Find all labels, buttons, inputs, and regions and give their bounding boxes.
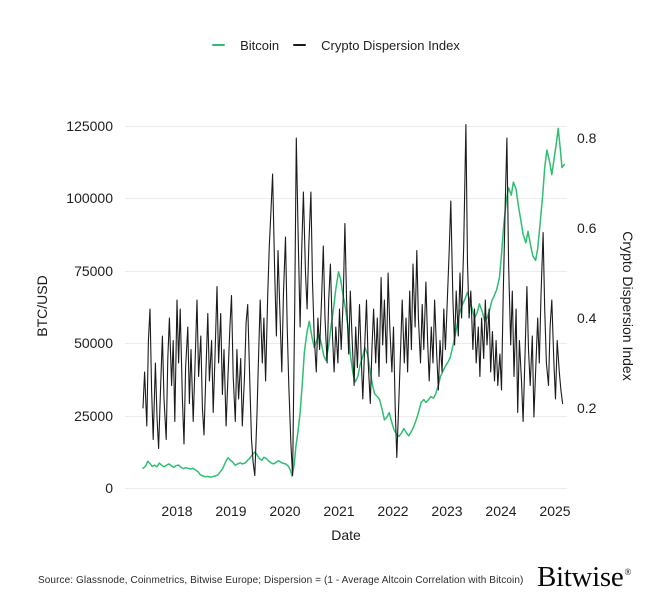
y-axis-label-left: BTC/USD xyxy=(34,275,50,337)
chart-legend: Bitcoin Crypto Dispersion Index xyxy=(0,36,672,54)
legend-label-dispersion: Crypto Dispersion Index xyxy=(321,37,460,53)
series-line-crypto-dispersion-index xyxy=(142,123,564,477)
x-tick-label: 2018 xyxy=(161,503,193,519)
series-line-bitcoin xyxy=(142,127,565,478)
y-left-tick-label: 50000 xyxy=(74,335,113,351)
dispersion-line-swatch-icon xyxy=(293,44,307,46)
x-tick-label: 2022 xyxy=(377,503,409,519)
y-left-tick-label: 25000 xyxy=(74,407,113,424)
legend-item-bitcoin: Bitcoin xyxy=(212,38,279,53)
x-axis-label: Date xyxy=(331,527,361,543)
legend-item-dispersion: Crypto Dispersion Index xyxy=(293,38,460,53)
y-left-tick-label: 125000 xyxy=(66,117,113,134)
y-right-tick-label: 0.8 xyxy=(577,130,597,146)
legend-label-bitcoin: Bitcoin xyxy=(240,37,280,53)
y-axis-label-right: Crypto Dispersion Index xyxy=(620,231,636,381)
bitwise-logo: Bitwise® xyxy=(537,561,631,594)
y-left-tick-label: 0 xyxy=(105,480,113,496)
y-left-tick-label: 100000 xyxy=(66,190,113,206)
bitcoin-line-swatch-icon xyxy=(212,44,226,46)
y-right-tick-label: 0.4 xyxy=(577,310,597,326)
source-attribution-text: Source: Glassnode, Coinmetrics, Bitwise … xyxy=(38,575,524,586)
y-right-tick-label: 0.6 xyxy=(577,220,597,236)
x-tick-label: 2025 xyxy=(539,503,571,519)
y-right-tick-label: 0.2 xyxy=(577,400,597,416)
x-tick-label: 2021 xyxy=(323,503,355,519)
x-tick-label: 2024 xyxy=(485,503,517,519)
registered-trademark-icon: ® xyxy=(624,567,631,578)
x-tick-label: 2019 xyxy=(215,503,247,519)
bitwise-logo-text: Bitwise xyxy=(536,561,624,593)
x-tick-label: 2020 xyxy=(269,503,301,519)
y-left-tick-label: 75000 xyxy=(74,262,113,279)
x-tick-label: 2023 xyxy=(431,503,463,519)
